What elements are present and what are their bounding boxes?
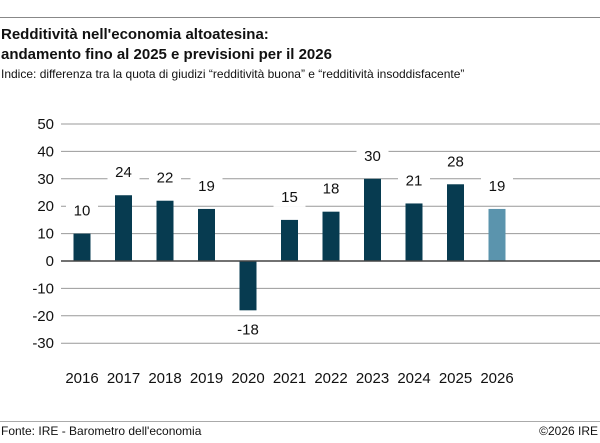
x-tick-label: 2016: [65, 370, 98, 387]
data-label-bg: [439, 152, 472, 172]
y-tick-label: 50: [37, 116, 54, 133]
bar-2021: [281, 219, 298, 261]
bar-2017: [115, 195, 132, 261]
bar-2018: [156, 200, 174, 261]
y-tick-label: -30: [32, 335, 54, 352]
bar-2022: [322, 211, 340, 261]
bar-2023: [364, 178, 381, 261]
bar-2020: [239, 261, 257, 311]
bar-2024: [405, 203, 423, 261]
top-rule: [0, 17, 600, 18]
bottom-rule: [0, 421, 600, 422]
bar-2016: [73, 233, 91, 261]
data-label-bg: [107, 163, 140, 183]
data-label: -18: [237, 321, 259, 338]
title-line-2: andamento fino al 2025 e previsioni per …: [1, 46, 332, 63]
data-label-bg: [481, 176, 513, 196]
data-label-bg: [273, 187, 306, 207]
x-tick-label: 2017: [107, 370, 140, 387]
y-tick-label: -10: [32, 280, 54, 297]
title-line-1: Redditività nell'economia altoatesina:: [1, 26, 269, 43]
data-label: 15: [281, 189, 298, 206]
data-label: 22: [157, 170, 174, 187]
x-tick-label: 2025: [439, 370, 472, 387]
chart-subtitle: Indice: differenza tra la quota di giudi…: [1, 67, 465, 81]
x-tick-label: 2023: [356, 370, 389, 387]
y-tick-label: 20: [37, 198, 54, 215]
bar-2019: [198, 208, 215, 261]
y-tick-label: -20: [32, 308, 54, 325]
bar-2025: [447, 184, 464, 261]
bar-2026: [488, 208, 506, 261]
data-label-bg: [356, 146, 389, 166]
y-tick-label: 0: [46, 253, 54, 270]
data-label: 24: [115, 164, 132, 181]
data-label: 21: [406, 172, 423, 189]
x-tick-label: 2020: [231, 370, 264, 387]
data-label: 19: [198, 178, 215, 195]
x-tick-label: 2022: [314, 370, 347, 387]
chart-title: Redditività nell'economia altoatesina: a…: [1, 25, 332, 65]
data-label-bg: [315, 179, 347, 199]
x-tick-label: 2026: [480, 370, 513, 387]
data-label: 30: [364, 148, 381, 165]
y-tick-label: 40: [37, 143, 54, 160]
x-tick-label: 2019: [190, 370, 223, 387]
footer-copyright: ©2026 IRE: [539, 424, 598, 438]
data-label: 19: [489, 178, 506, 195]
data-label-bg: [190, 176, 223, 196]
footer-source: Fonte: IRE - Barometro dell'economia: [1, 424, 202, 438]
data-label: 10: [74, 203, 91, 220]
data-label: 18: [323, 181, 340, 198]
data-label: 28: [447, 153, 464, 170]
y-tick-label: 30: [37, 171, 54, 188]
x-tick-label: 2024: [397, 370, 430, 387]
x-tick-label: 2021: [273, 370, 306, 387]
data-label-bg: [66, 201, 98, 221]
y-tick-label: 10: [37, 226, 54, 243]
data-label-bg: [232, 320, 264, 340]
data-label-bg: [149, 168, 181, 188]
data-label-bg: [398, 171, 430, 191]
x-tick-label: 2018: [148, 370, 181, 387]
